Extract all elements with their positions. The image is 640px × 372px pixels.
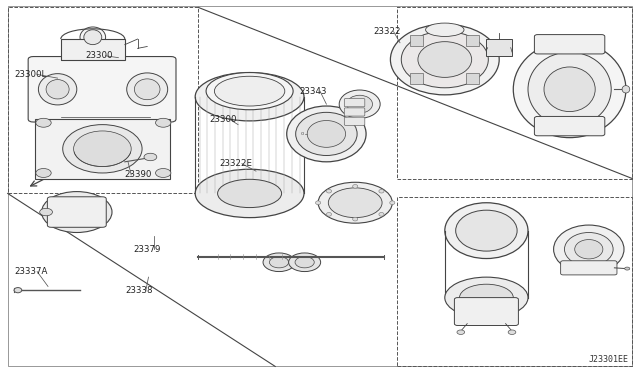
- FancyBboxPatch shape: [47, 197, 106, 227]
- Ellipse shape: [625, 267, 630, 270]
- Ellipse shape: [52, 198, 101, 226]
- Ellipse shape: [218, 179, 282, 208]
- Bar: [397, 197, 632, 366]
- Text: 23322: 23322: [374, 27, 401, 36]
- FancyBboxPatch shape: [534, 35, 605, 54]
- Text: 23322E: 23322E: [219, 159, 252, 168]
- Text: 23300L: 23300L: [15, 70, 47, 79]
- Ellipse shape: [456, 210, 517, 251]
- Ellipse shape: [134, 79, 160, 100]
- Ellipse shape: [195, 169, 304, 218]
- Ellipse shape: [326, 212, 332, 216]
- FancyBboxPatch shape: [344, 99, 365, 107]
- Ellipse shape: [144, 153, 157, 161]
- Ellipse shape: [195, 73, 304, 121]
- Ellipse shape: [46, 80, 69, 99]
- Bar: [35, 119, 170, 179]
- Ellipse shape: [390, 24, 499, 95]
- Ellipse shape: [296, 112, 357, 155]
- Ellipse shape: [156, 118, 171, 127]
- Bar: [8, 7, 198, 193]
- Text: FRONT: FRONT: [56, 151, 83, 173]
- Ellipse shape: [564, 232, 613, 266]
- Ellipse shape: [622, 86, 630, 93]
- FancyBboxPatch shape: [561, 261, 617, 275]
- Ellipse shape: [289, 253, 321, 272]
- Ellipse shape: [206, 73, 293, 110]
- Text: 23390: 23390: [124, 170, 151, 179]
- Bar: [410, 73, 423, 84]
- Ellipse shape: [575, 240, 603, 259]
- Ellipse shape: [263, 253, 295, 272]
- Text: 23300: 23300: [86, 51, 113, 60]
- FancyBboxPatch shape: [454, 298, 518, 326]
- Ellipse shape: [328, 188, 382, 218]
- Ellipse shape: [269, 257, 289, 268]
- FancyBboxPatch shape: [344, 108, 365, 116]
- Text: J23301EE: J23301EE: [589, 355, 628, 364]
- Ellipse shape: [353, 217, 358, 221]
- Text: 23379: 23379: [134, 245, 161, 254]
- FancyBboxPatch shape: [28, 57, 176, 122]
- Ellipse shape: [36, 169, 51, 177]
- Ellipse shape: [457, 330, 465, 334]
- Bar: [410, 35, 423, 46]
- Ellipse shape: [326, 189, 332, 193]
- Ellipse shape: [445, 277, 528, 318]
- Bar: [486, 39, 512, 56]
- Ellipse shape: [513, 41, 626, 138]
- Ellipse shape: [84, 30, 102, 45]
- Ellipse shape: [401, 31, 488, 88]
- Ellipse shape: [36, 118, 51, 127]
- Ellipse shape: [318, 182, 392, 223]
- Ellipse shape: [379, 189, 384, 193]
- Ellipse shape: [316, 201, 321, 205]
- Ellipse shape: [156, 169, 171, 177]
- FancyBboxPatch shape: [344, 117, 365, 125]
- Ellipse shape: [307, 121, 346, 147]
- Ellipse shape: [418, 42, 472, 77]
- FancyBboxPatch shape: [534, 116, 605, 136]
- Ellipse shape: [445, 203, 528, 259]
- Ellipse shape: [80, 27, 106, 48]
- Ellipse shape: [544, 67, 595, 112]
- Ellipse shape: [214, 76, 285, 106]
- Ellipse shape: [347, 95, 372, 113]
- Ellipse shape: [353, 185, 358, 188]
- Ellipse shape: [65, 205, 88, 219]
- Ellipse shape: [528, 52, 611, 126]
- Text: 23300: 23300: [209, 115, 236, 124]
- Ellipse shape: [295, 257, 314, 268]
- Bar: [61, 39, 125, 60]
- Ellipse shape: [42, 192, 112, 232]
- Text: 23343: 23343: [300, 87, 327, 96]
- Ellipse shape: [390, 201, 395, 205]
- Ellipse shape: [426, 23, 464, 36]
- Bar: [467, 35, 479, 46]
- Ellipse shape: [38, 74, 77, 105]
- Bar: [397, 7, 632, 179]
- Ellipse shape: [508, 330, 516, 334]
- Ellipse shape: [339, 90, 380, 118]
- Bar: [467, 73, 479, 84]
- Ellipse shape: [127, 73, 168, 106]
- Ellipse shape: [63, 125, 142, 173]
- Ellipse shape: [460, 284, 513, 311]
- Ellipse shape: [40, 208, 52, 216]
- Ellipse shape: [287, 106, 366, 162]
- Ellipse shape: [554, 225, 624, 273]
- Text: 23337A: 23337A: [14, 267, 47, 276]
- Text: o: o: [300, 131, 304, 137]
- Ellipse shape: [379, 212, 384, 216]
- Ellipse shape: [14, 288, 22, 293]
- Ellipse shape: [74, 131, 131, 167]
- Text: 23338: 23338: [126, 286, 153, 295]
